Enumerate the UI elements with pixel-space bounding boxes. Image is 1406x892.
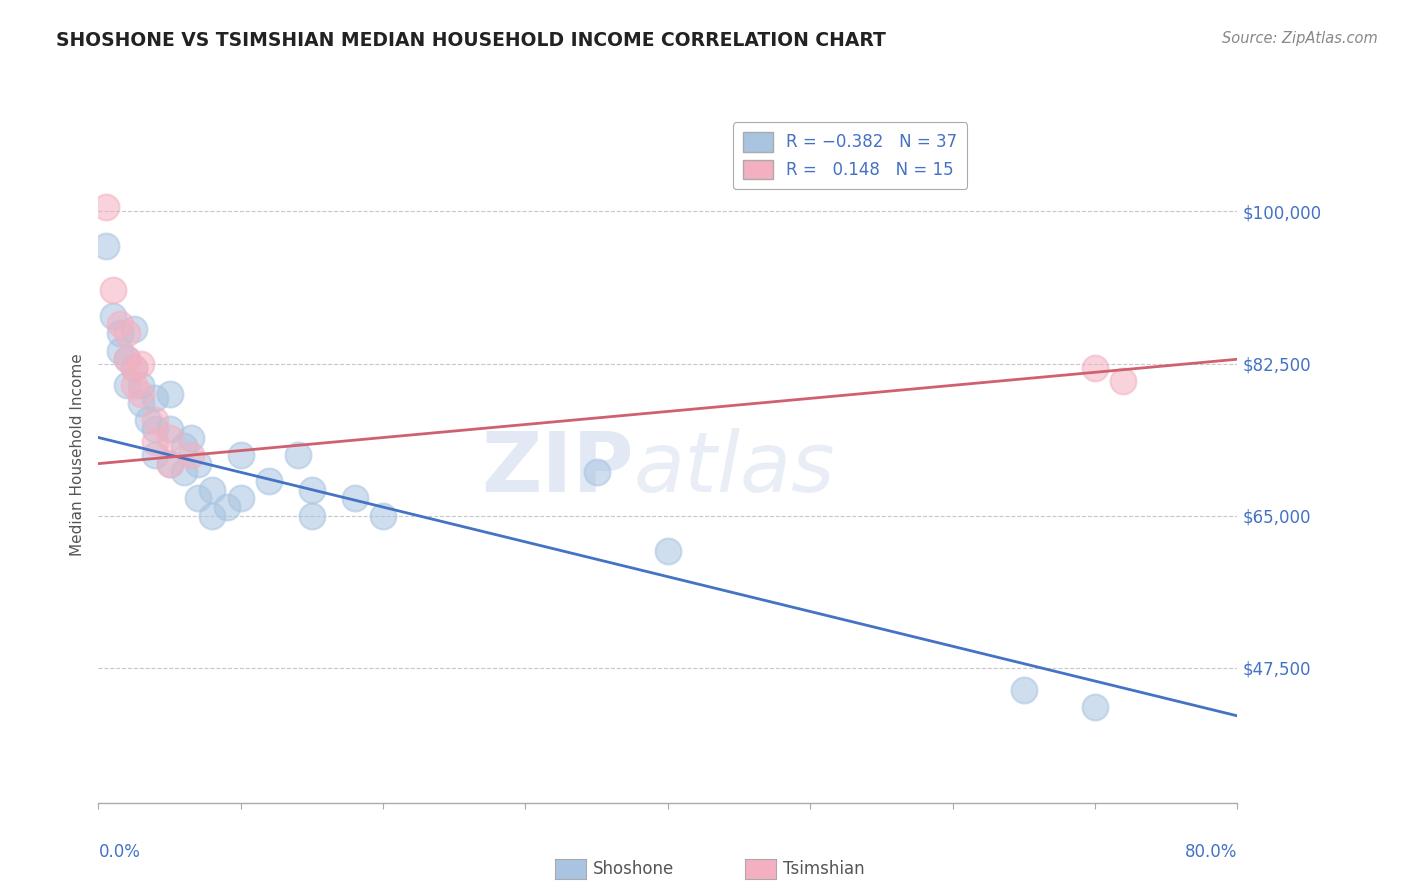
Text: SHOSHONE VS TSIMSHIAN MEDIAN HOUSEHOLD INCOME CORRELATION CHART: SHOSHONE VS TSIMSHIAN MEDIAN HOUSEHOLD I… — [56, 31, 886, 50]
Point — [94, 239, 117, 253]
Point — [1012, 682, 1035, 697]
Point — [187, 457, 209, 471]
Text: Shoshone: Shoshone — [593, 860, 675, 878]
Text: Tsimshian: Tsimshian — [783, 860, 865, 878]
Point — [159, 387, 181, 401]
Point — [136, 413, 159, 427]
Text: Source: ZipAtlas.com: Source: ZipAtlas.com — [1222, 31, 1378, 46]
Point — [301, 508, 323, 523]
Point — [585, 466, 607, 480]
Point — [129, 387, 152, 401]
Point — [229, 491, 252, 506]
Point — [108, 326, 131, 341]
Point — [101, 309, 124, 323]
Point — [145, 413, 167, 427]
Point — [115, 378, 138, 392]
Point — [122, 361, 145, 376]
Point — [122, 361, 145, 376]
Legend: R = −0.382   N = 37, R =   0.148   N = 15: R = −0.382 N = 37, R = 0.148 N = 15 — [733, 122, 967, 189]
Point — [287, 448, 309, 462]
Point — [201, 508, 224, 523]
Point — [115, 352, 138, 367]
Point — [145, 434, 167, 449]
Point — [129, 378, 152, 392]
Point — [115, 326, 138, 341]
Point — [1084, 700, 1107, 714]
Point — [159, 422, 181, 436]
Point — [159, 457, 181, 471]
Point — [173, 439, 195, 453]
Point — [115, 352, 138, 367]
Point — [180, 431, 202, 445]
Point — [259, 474, 281, 488]
Point — [101, 283, 124, 297]
Point — [159, 457, 181, 471]
Point — [1084, 361, 1107, 376]
Point — [343, 491, 366, 506]
Point — [215, 500, 238, 515]
Point — [129, 396, 152, 410]
Point — [145, 448, 167, 462]
Point — [187, 491, 209, 506]
Point — [301, 483, 323, 497]
Point — [373, 508, 395, 523]
Point — [173, 466, 195, 480]
Point — [180, 448, 202, 462]
Text: 80.0%: 80.0% — [1185, 843, 1237, 861]
Point — [159, 431, 181, 445]
Point — [229, 448, 252, 462]
Point — [108, 343, 131, 358]
Point — [122, 322, 145, 336]
Text: atlas: atlas — [634, 428, 835, 509]
Point — [1112, 374, 1135, 388]
Point — [201, 483, 224, 497]
Point — [108, 318, 131, 332]
Text: 0.0%: 0.0% — [98, 843, 141, 861]
Point — [122, 378, 145, 392]
Point — [145, 392, 167, 406]
Point — [94, 200, 117, 214]
Point — [657, 543, 679, 558]
Y-axis label: Median Household Income: Median Household Income — [70, 353, 86, 557]
Point — [129, 357, 152, 371]
Text: ZIP: ZIP — [481, 428, 634, 509]
Point — [145, 422, 167, 436]
